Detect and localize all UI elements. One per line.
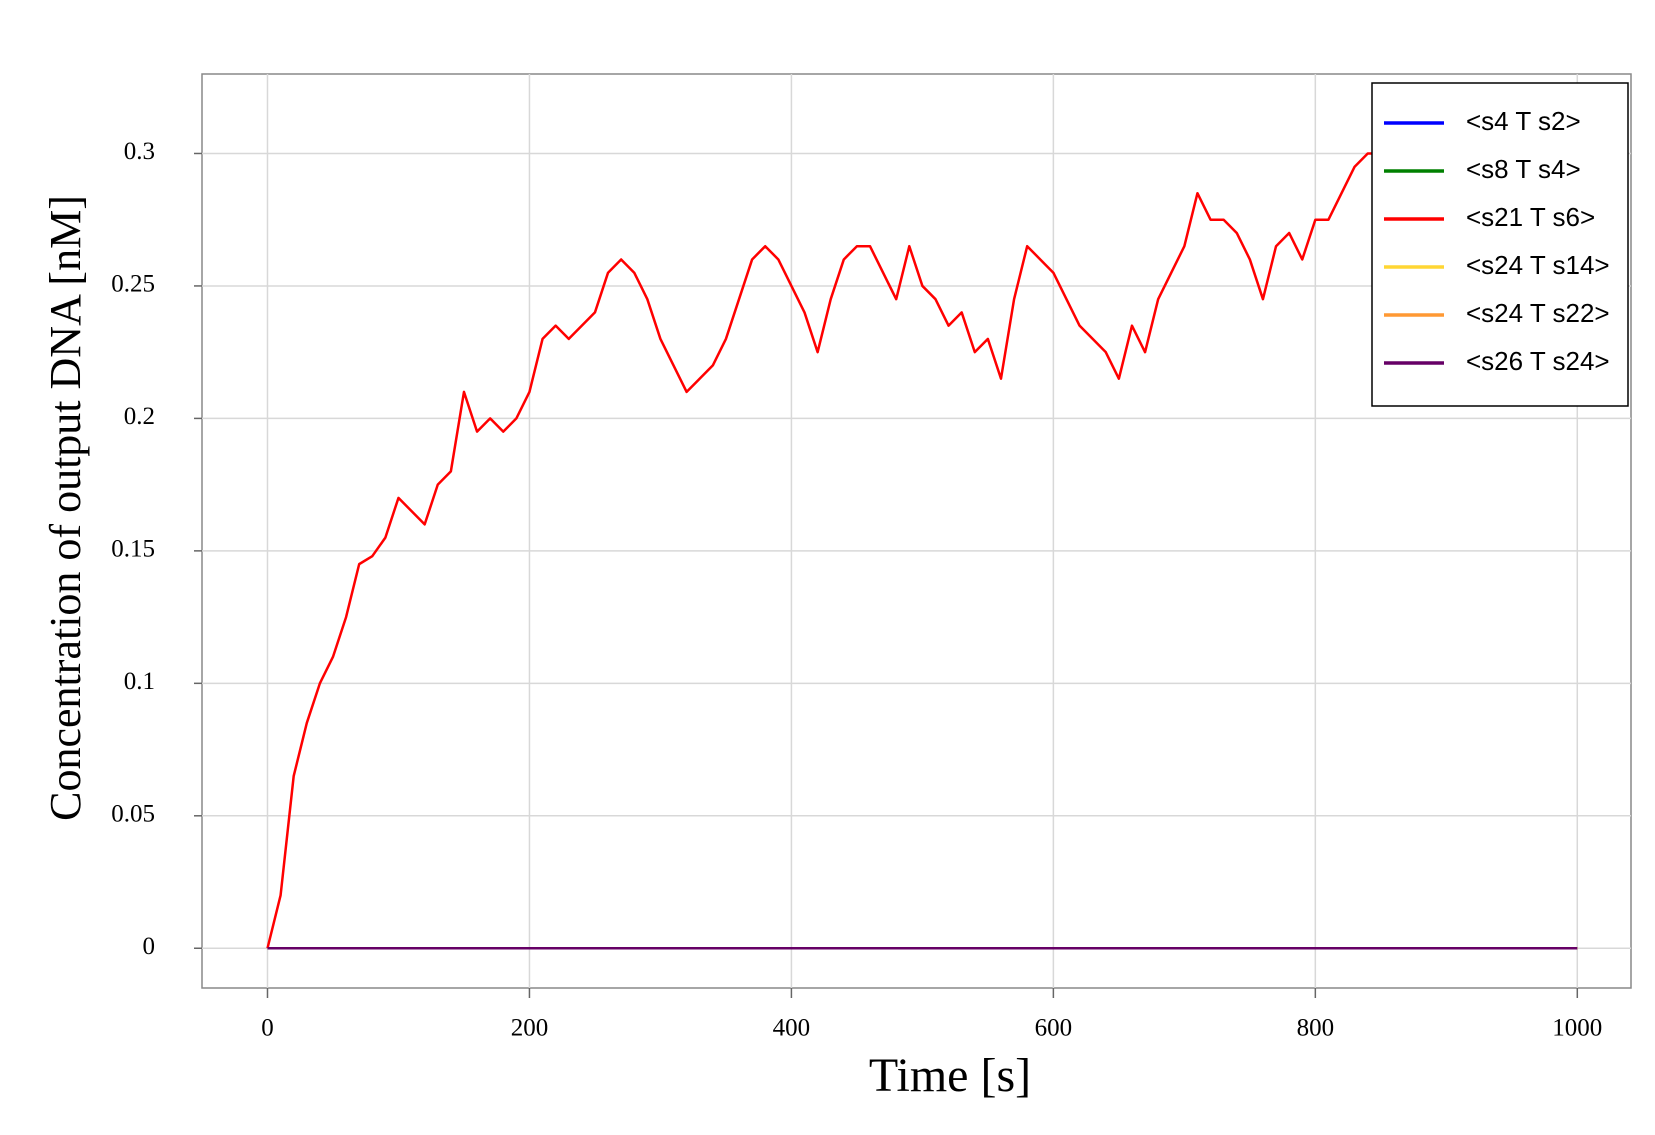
legend-box: [1371, 82, 1629, 407]
legend-label: <s4 T s2>: [1466, 106, 1581, 136]
y-tick-label: 0.15: [111, 536, 155, 563]
y-tick-label: 0.2: [124, 403, 155, 430]
legend-label: <s21 T s6>: [1466, 202, 1595, 232]
y-tick-label: 0: [143, 933, 156, 960]
x-axis-label: Time [s]: [869, 1049, 1031, 1102]
x-tick-label: 1000: [1552, 1015, 1602, 1042]
legend-label: <s26 T s24>: [1466, 346, 1610, 376]
y-tick-label: 0.05: [111, 801, 155, 828]
y-tick-label: 0.3: [124, 138, 155, 165]
x-tick-label: 0: [261, 1015, 274, 1042]
x-tick-label: 600: [1035, 1015, 1073, 1042]
y-tick-label: 0.1: [124, 668, 155, 695]
x-tick-label: 800: [1297, 1015, 1335, 1042]
legend-label: <s8 T s4>: [1466, 154, 1581, 184]
series-line: [266, 125, 1579, 949]
x-tick-label: 200: [511, 1015, 549, 1042]
legend-label: <s24 T s14>: [1466, 250, 1610, 280]
x-tick-label: 400: [773, 1015, 811, 1042]
y-tick-label: 0.25: [111, 271, 155, 298]
legend-label: <s24 T s22>: [1466, 298, 1610, 328]
y-axis-label: Concentration of output DNA [nM]: [41, 195, 90, 821]
